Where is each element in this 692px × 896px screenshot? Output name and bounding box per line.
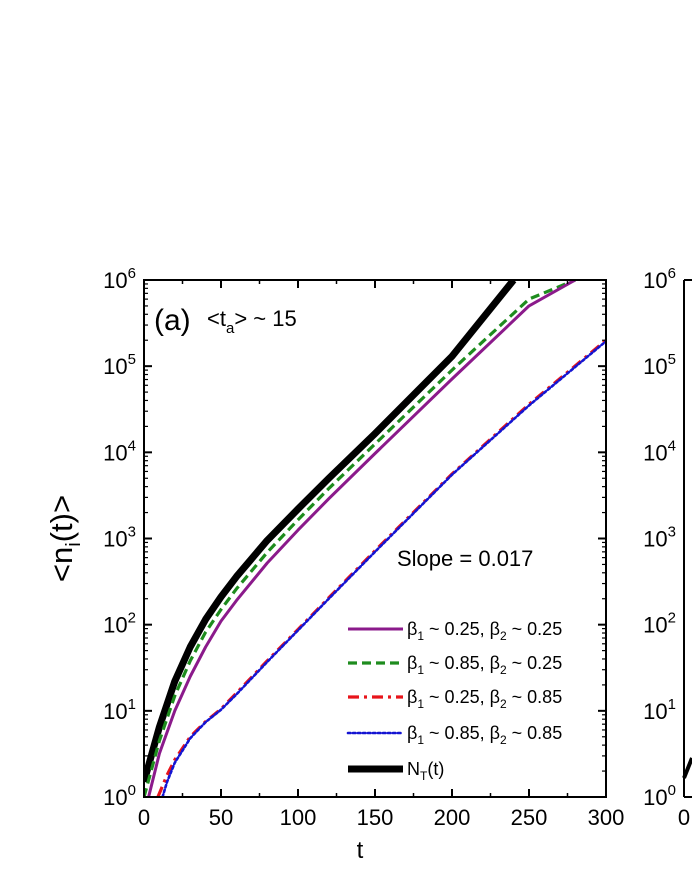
panel-label: (a) bbox=[154, 304, 191, 337]
legend: β1 ~ 0.25, β2 ~ 0.25 β1 ~ 0.85, β2 ~ 0.25… bbox=[346, 619, 562, 783]
y-tick-label: 103 bbox=[103, 524, 136, 552]
x-tick-label: 250 bbox=[511, 805, 548, 830]
x-tick-label: 0 bbox=[138, 805, 150, 830]
legend-label-5: NT(t) bbox=[407, 759, 444, 783]
y-tick-label: 100 bbox=[103, 782, 136, 810]
panel-b-curve-fragment bbox=[682, 757, 692, 779]
panel-b-y-tick-label: 100 bbox=[643, 782, 676, 810]
legend-label-3: β1 ~ 0.25, β2 ~ 0.85 bbox=[407, 687, 562, 711]
x-tick-label: 150 bbox=[357, 805, 394, 830]
panel-b-y-tick-label: 103 bbox=[643, 524, 676, 552]
legend-label-2: β1 ~ 0.85, β2 ~ 0.25 bbox=[407, 653, 562, 677]
panel-b-y-tick-label: 104 bbox=[643, 437, 676, 465]
series-line-4 bbox=[161, 339, 606, 797]
series-lines bbox=[144, 280, 606, 797]
y-tick-label: 102 bbox=[103, 610, 136, 638]
y-tick-label: 104 bbox=[103, 437, 136, 465]
panel-annotation: <ta> ~ 15 bbox=[207, 306, 297, 337]
legend-label-1: β1 ~ 0.25, β2 ~ 0.25 bbox=[407, 619, 562, 643]
plot-frame bbox=[143, 279, 607, 798]
series-line-1 bbox=[147, 280, 576, 797]
panel-b-x-tick-label: 0 bbox=[678, 805, 690, 830]
x-tick-label: 50 bbox=[209, 805, 233, 830]
panel-b-y-tick-label: 105 bbox=[643, 351, 676, 379]
series-line-2 bbox=[144, 280, 576, 797]
slope-annotation: Slope = 0.017 bbox=[397, 546, 533, 571]
panel-b-y-tick-label: 102 bbox=[643, 610, 676, 638]
panel-b-partial: 100 101 102 103 104 105 106 0 bbox=[643, 265, 692, 830]
y-axis-title: <ni(t)> bbox=[44, 495, 85, 582]
x-tick-label: 200 bbox=[434, 805, 471, 830]
series-line-5 bbox=[144, 280, 517, 783]
y-tick-label: 106 bbox=[103, 265, 136, 293]
x-axis-title: t bbox=[357, 837, 364, 864]
x-tick-label: 300 bbox=[588, 805, 625, 830]
panel-b-y-tick-label: 101 bbox=[643, 696, 676, 724]
panel-a: 0 50 100 150 200 250 300 100 101 102 103 104 105 106 t… bbox=[44, 265, 624, 864]
y-tick-label: 101 bbox=[103, 696, 136, 724]
legend-label-4: β1 ~ 0.85, β2 ~ 0.85 bbox=[407, 723, 562, 747]
panel-b-y-tick-label: 106 bbox=[643, 265, 676, 293]
x-tick-label: 100 bbox=[280, 805, 317, 830]
y-tick-label: 105 bbox=[103, 351, 136, 379]
